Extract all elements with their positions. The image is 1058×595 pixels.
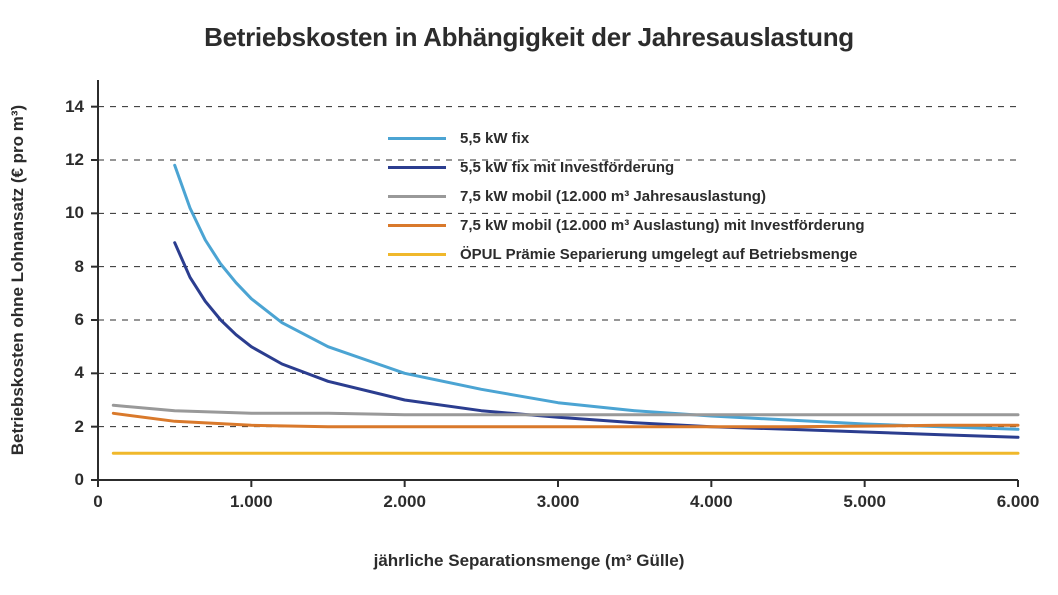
y-tick-label: 0 — [75, 470, 84, 490]
x-tick-label: 6.000 — [997, 492, 1040, 512]
legend-swatch — [388, 137, 446, 140]
chart-legend: 5,5 kW fix 5,5 kW fix mit Investförderung… — [388, 130, 865, 275]
legend-swatch — [388, 253, 446, 256]
y-tick-label: 8 — [75, 257, 84, 277]
chart-container: Betriebskosten in Abhängigkeit der Jahre… — [0, 0, 1058, 595]
legend-swatch — [388, 195, 446, 198]
chart-plot — [0, 0, 1058, 595]
legend-item: 7,5 kW mobil (12.000 m³ Jahresauslastung… — [388, 188, 865, 205]
x-tick-label: 1.000 — [230, 492, 273, 512]
x-tick-label: 5.000 — [843, 492, 886, 512]
x-tick-label: 4.000 — [690, 492, 733, 512]
legend-swatch — [388, 166, 446, 169]
legend-item: ÖPUL Prämie Separierung umgelegt auf Bet… — [388, 246, 865, 263]
legend-item: 7,5 kW mobil (12.000 m³ Auslastung) mit … — [388, 217, 865, 234]
x-tick-label: 2.000 — [383, 492, 426, 512]
legend-swatch — [388, 224, 446, 227]
y-tick-label: 4 — [75, 363, 84, 383]
y-tick-label: 14 — [65, 97, 84, 117]
legend-label: 7,5 kW mobil (12.000 m³ Jahresauslastung… — [460, 188, 766, 205]
legend-item: 5,5 kW fix — [388, 130, 865, 147]
legend-label: 5,5 kW fix mit Investförderung — [460, 159, 674, 176]
series-line-s3 — [113, 405, 1018, 414]
y-tick-label: 2 — [75, 417, 84, 437]
legend-label: ÖPUL Prämie Separierung umgelegt auf Bet… — [460, 246, 857, 263]
x-tick-label: 0 — [93, 492, 102, 512]
y-tick-label: 10 — [65, 203, 84, 223]
legend-item: 5,5 kW fix mit Investförderung — [388, 159, 865, 176]
legend-label: 7,5 kW mobil (12.000 m³ Auslastung) mit … — [460, 217, 865, 234]
x-tick-label: 3.000 — [537, 492, 580, 512]
y-tick-label: 12 — [65, 150, 84, 170]
legend-label: 5,5 kW fix — [460, 130, 529, 147]
y-tick-label: 6 — [75, 310, 84, 330]
